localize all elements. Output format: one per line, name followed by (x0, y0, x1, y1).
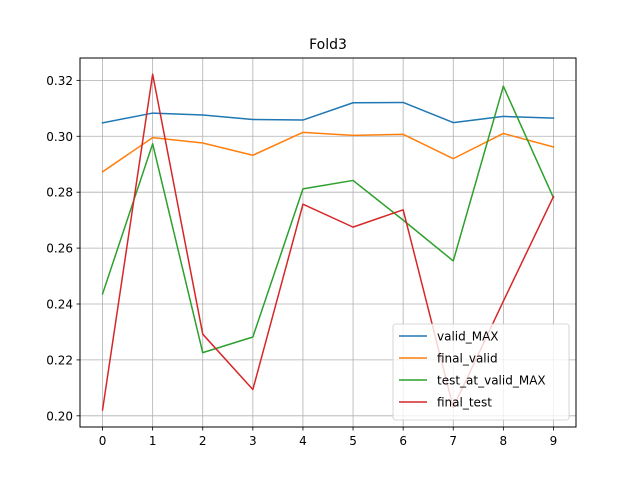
y-axis: 0.20 0.22 0.24 0.26 0.28 0.30 0.32 (46, 74, 80, 423)
chart-title: Fold3 (309, 37, 347, 53)
x-tick-label: 5 (349, 434, 357, 448)
x-tick-label: 7 (449, 434, 457, 448)
legend-label: test_at_valid_MAX (437, 374, 546, 388)
legend-label: final_test (437, 396, 492, 410)
y-tick-label: 0.26 (46, 242, 73, 256)
x-tick-label: 0 (99, 434, 107, 448)
legend: valid_MAX final_valid test_at_valid_MAXfin… (392, 323, 570, 421)
x-axis: 0 1 2 3 4 5 6 7 8 9 (99, 427, 558, 448)
series-line-final-valid (101, 131, 555, 173)
y-tick-label: 0.28 (46, 186, 73, 200)
series-line-valid-max (101, 101, 555, 124)
legend-label: valid_MAX (437, 330, 499, 344)
x-tick-label: 1 (149, 434, 157, 448)
x-tick-label: 4 (299, 434, 307, 448)
x-tick-label: 3 (249, 434, 257, 448)
x-tick-label: 6 (399, 434, 407, 448)
y-tick-label: 0.30 (46, 130, 73, 144)
y-tick-label: 0.32 (46, 74, 73, 88)
x-tick-label: 2 (199, 434, 207, 448)
y-tick-label: 0.24 (46, 298, 73, 312)
x-tick-label: 8 (500, 434, 508, 448)
y-tick-label: 0.22 (46, 353, 73, 367)
series-line-test-at-valid-max (101, 85, 555, 354)
legend-box (392, 323, 570, 421)
y-tick-label: 0.20 (46, 409, 73, 423)
legend-label: final_valid (437, 352, 498, 366)
x-tick-label: 9 (550, 434, 558, 448)
plot-frame (79, 57, 577, 428)
